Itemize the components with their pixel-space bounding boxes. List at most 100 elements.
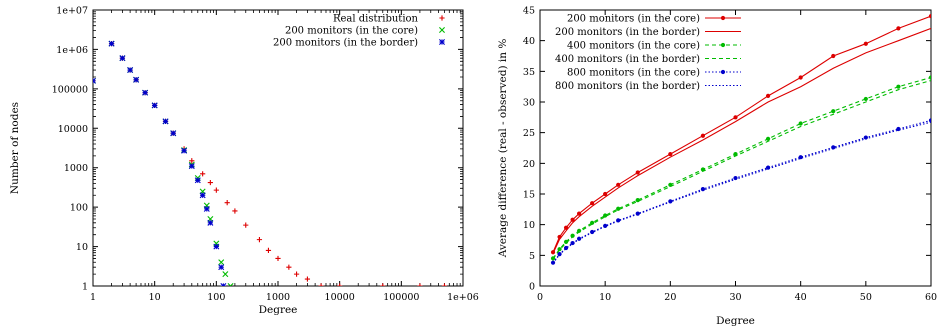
right-legend-3-label: 400 monitors (in the core): [567, 41, 700, 52]
left-series-1-point: [256, 237, 263, 243]
right-x-tick-label: 20: [664, 292, 676, 303]
left-series-1-point: [224, 200, 230, 206]
average-difference-chart: 0 10 20 30 40 50 60 0 5 10 15 20 25 30 35 40 45 Degree Ave…: [497, 6, 937, 327]
left-series-3-point: [181, 147, 188, 154]
right-legend-5-label: 800 monitors (in the core): [567, 68, 700, 79]
left-series-1-point: [189, 158, 195, 164]
left-y-tick-label: 1e+06: [56, 45, 88, 56]
right-series-5-point: [590, 229, 595, 235]
left-series-3-point: [218, 264, 225, 271]
right-x-tick-label: 0: [537, 292, 543, 303]
left-x-axis-label: Degree: [259, 304, 298, 316]
right-series-3-point: [635, 198, 640, 203]
right-series-5-point: [577, 236, 582, 241]
left-series-3-point: [194, 177, 201, 184]
left-series-3-point: [213, 243, 220, 250]
left-series-1-point: [304, 276, 311, 282]
left-series-1-point: [380, 283, 386, 286]
right-series-3-point: [603, 213, 608, 218]
right-series-3-line: [552, 76, 931, 259]
right-y-tick-label: 5: [529, 251, 535, 262]
right-series-3-point: [896, 84, 901, 89]
left-y-tick-label: 100000: [52, 84, 88, 95]
right-y-tick-label: 15: [523, 190, 535, 201]
left-y-axis-label: Number of nodes: [9, 102, 21, 194]
right-y-tick-label: 20: [523, 159, 535, 170]
left-y-tick-label: 100: [70, 203, 88, 214]
right-series-1-point: [765, 93, 771, 98]
right-series-1-point: [928, 14, 931, 19]
degree-distribution-chart: 1 10 100 1000 10000 100000 1e+06 1 10 100 1000 1000…: [9, 6, 479, 317]
left-series-1-point: [213, 187, 219, 193]
left-series-3-point: [170, 130, 177, 137]
left-series-1-point: [318, 283, 324, 286]
left-series-1-point: [337, 283, 343, 286]
right-x-tick-label: 30: [729, 292, 741, 303]
left-series-3-point: [108, 40, 115, 47]
right-series-1-point: [635, 170, 640, 175]
right-series-1-point: [590, 201, 595, 206]
left-series-1-point: [417, 283, 423, 286]
right-x-axis-label: Degree: [716, 315, 755, 327]
left-legend-3-label: 200 monitors (in the border): [273, 38, 418, 49]
right-y-tick-label: 25: [523, 128, 535, 139]
right-series-3-point: [616, 206, 621, 211]
right-x-tick-label: 40: [795, 292, 807, 303]
right-series-3-point: [831, 109, 836, 114]
right-series-1-point: [700, 133, 706, 138]
right-y-tick-label: 10: [523, 220, 535, 231]
left-legend-1-label: Real distribution: [333, 14, 419, 25]
left-series-3-point: [199, 192, 206, 199]
right-y-tick-label: 30: [523, 98, 535, 109]
right-series-1-point: [896, 26, 901, 31]
right-series-1-line: [552, 15, 931, 253]
left-series-3-point: [188, 163, 195, 170]
left-series-2-point: [218, 259, 225, 266]
left-x-tick-label: 1: [90, 292, 96, 303]
right-legend-3-marker: [720, 42, 726, 48]
left-x-tick-label: 100000: [383, 292, 419, 303]
left-series-3-point: [93, 77, 96, 84]
right-series-2-line: [552, 27, 931, 254]
left-series-3-point: [162, 118, 169, 125]
left-series-3-point: [207, 219, 214, 226]
left-series-1-point: [441, 283, 448, 286]
right-y-tick-label: 35: [523, 67, 535, 78]
left-y-tick-label: 1000: [64, 163, 88, 174]
left-series-1-point: [275, 255, 281, 262]
left-series-1-point: [207, 179, 213, 186]
left-y-tick-label: 1: [82, 282, 88, 293]
left-series-layer: [93, 40, 448, 286]
left-series-3-point: [119, 55, 126, 62]
left-y-tick-label: 10: [76, 242, 88, 253]
right-series-4-line: [552, 79, 931, 260]
left-series-1-point: [286, 264, 292, 270]
right-series-6-line: [552, 121, 931, 264]
left-y-tick-label: 10000: [58, 124, 88, 135]
right-y-tick-label: 0: [529, 282, 535, 293]
right-series-5-point: [668, 199, 673, 204]
left-series-1-point: [293, 271, 300, 277]
right-series-1-point: [733, 115, 738, 120]
right-series-3-point: [928, 75, 931, 80]
right-legend-4-label: 400 monitors (in the border): [555, 54, 700, 65]
right-y-axis-label: Average difference (real - observed) in …: [497, 39, 509, 259]
right-series-5-line: [552, 119, 931, 264]
left-series-1-point: [200, 171, 206, 177]
left-series-1-point: [232, 208, 238, 214]
right-x-tick-label: 50: [860, 292, 872, 303]
left-legend-2-label: 200 monitors (in the core): [285, 26, 418, 37]
right-y-tick-label: 40: [523, 36, 535, 47]
right-x-tick-label: 60: [925, 292, 937, 303]
left-legend-1-marker: [439, 15, 445, 21]
right-x-tick-label: 10: [599, 292, 611, 303]
right-legend: 200 monitors (in the core) 200 monitors (…: [555, 14, 741, 92]
right-legend-5-marker: [720, 69, 726, 75]
left-series-3-point: [142, 89, 149, 96]
right-legend-6-label: 800 monitors (in the border): [555, 81, 700, 92]
right-series-1-point: [570, 217, 575, 222]
right-series-1-point: [668, 152, 673, 157]
left-x-tick-label: 1e+06: [447, 292, 479, 303]
left-legend-3-marker: [439, 39, 445, 45]
